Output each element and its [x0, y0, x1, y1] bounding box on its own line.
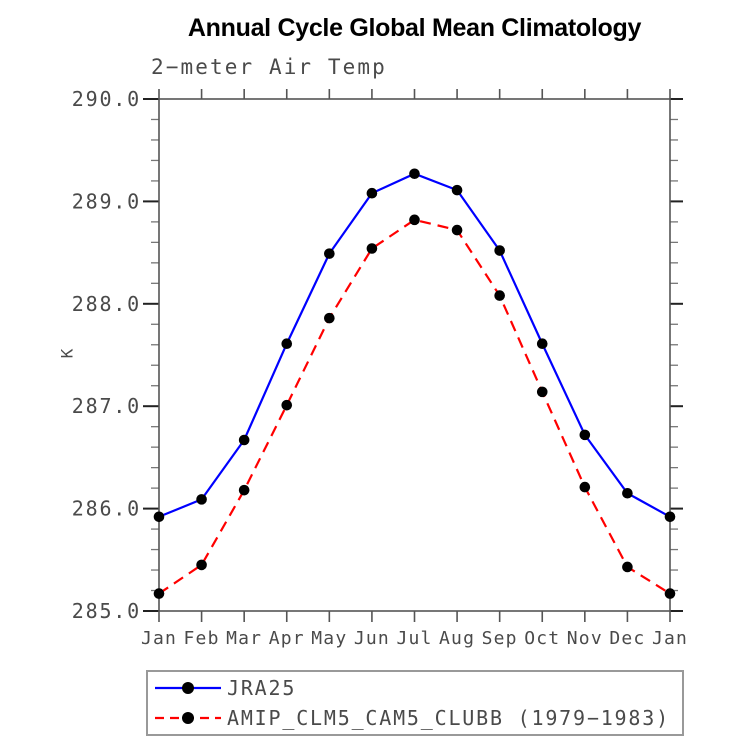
data-point-marker: [281, 399, 293, 411]
data-point-marker: [196, 559, 207, 571]
x-tick-label: Feb: [184, 628, 220, 649]
data-point-marker: [409, 168, 420, 180]
x-tick-label: Jun: [354, 628, 390, 649]
data-point-marker: [494, 245, 505, 256]
data-point-marker: [238, 434, 250, 446]
x-tick-label: Dec: [609, 628, 645, 649]
data-point-marker: [622, 561, 633, 573]
legend-marker-icon: [182, 682, 194, 694]
data-point-marker: [664, 511, 676, 523]
legend-label: JRA25: [227, 676, 297, 700]
data-point-marker: [281, 338, 293, 350]
y-tick-label: 288.0: [72, 292, 141, 316]
y-tick-label: 289.0: [72, 189, 141, 213]
x-tick-label: Nov: [567, 628, 603, 649]
legend-marker-icon: [182, 712, 194, 724]
legend-label: AMIP_CLM5_CAM5_CLUBB (1979−1983): [227, 706, 670, 730]
legend: JRA25 AMIP_CLM5_CAM5_CLUBB (1979−1983): [146, 670, 684, 736]
data-point-marker: [494, 290, 505, 301]
data-point-marker: [451, 224, 463, 236]
data-point-marker: [451, 184, 463, 196]
data-point-marker: [366, 187, 378, 199]
data-point-marker: [153, 588, 165, 599]
x-tick-label: Sep: [482, 628, 518, 649]
data-point-marker: [196, 494, 207, 505]
y-tick-label: 287.0: [72, 394, 141, 418]
data-point-marker: [238, 484, 250, 496]
data-point-marker: [536, 386, 548, 398]
x-tick-label: Jan: [141, 628, 177, 649]
chart-title: Annual Cycle Global Mean Climatology: [187, 14, 642, 42]
data-point-marker: [409, 214, 420, 226]
x-tick-label: Jan: [652, 628, 688, 649]
series-line-jra25: [158, 172, 671, 518]
data-point-marker: [153, 511, 165, 523]
legend-swatch-amip: [155, 712, 221, 724]
data-point-marker: [664, 588, 676, 599]
x-tick-label: Aug: [439, 628, 475, 649]
data-point-marker: [324, 248, 335, 259]
legend-swatch-jra25: [155, 682, 221, 694]
data-point-marker: [579, 429, 591, 441]
x-tick-label: Jul: [396, 628, 432, 649]
data-point-marker: [366, 243, 378, 254]
data-point-marker: [579, 481, 591, 493]
data-point-marker: [324, 312, 335, 324]
legend-item: AMIP_CLM5_CAM5_CLUBB (1979−1983): [153, 704, 682, 732]
plot-frame: [158, 98, 671, 612]
y-tick-label: 285.0: [72, 599, 141, 623]
x-tick-label: Mar: [226, 628, 262, 649]
x-tick-label: May: [311, 628, 347, 649]
chart-subtitle: 2−meter Air Temp: [151, 55, 387, 79]
series-line-amip_clm5_cam5_clubb: [158, 218, 671, 595]
data-point-marker: [536, 338, 548, 350]
x-tick-label: Oct: [524, 628, 560, 649]
y-tick-label: 290.0: [72, 87, 141, 111]
x-tick-label: Apr: [269, 628, 305, 649]
data-point-marker: [622, 487, 633, 499]
legend-item: JRA25: [153, 674, 682, 702]
y-tick-label: 286.0: [72, 497, 141, 521]
